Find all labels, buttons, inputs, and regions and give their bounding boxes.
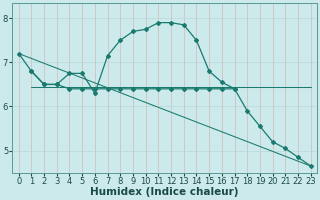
- X-axis label: Humidex (Indice chaleur): Humidex (Indice chaleur): [91, 187, 239, 197]
